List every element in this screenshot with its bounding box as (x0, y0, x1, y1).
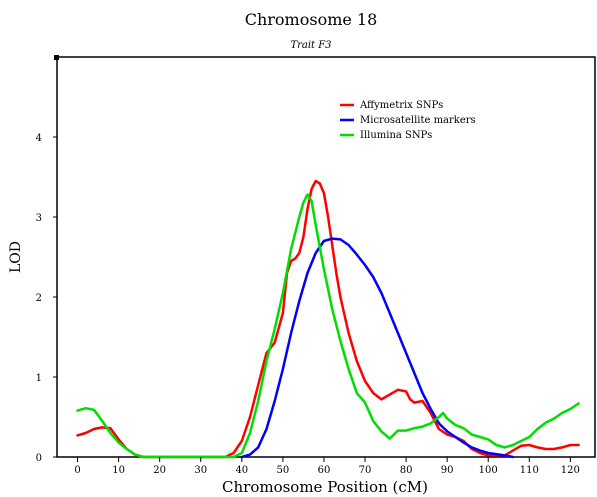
series-line (240, 237, 515, 459)
chart-title: Chromosome 18 (245, 10, 378, 29)
x-tick-label: 10 (112, 465, 125, 476)
y-tick-label: 3 (36, 213, 42, 224)
x-tick-label: 60 (318, 465, 331, 476)
x-tick-label: 100 (479, 465, 498, 476)
legend: Affymetrix SNPs Microsatellite markers Ill… (340, 100, 476, 141)
x-tick-label: 120 (561, 465, 580, 476)
series-line (76, 179, 580, 459)
x-tick-label: 40 (235, 465, 248, 476)
x-tick-label: 110 (520, 465, 539, 476)
y-tick-label: 1 (36, 373, 42, 384)
plot-frame (56, 56, 596, 458)
legend-label: Affymetrix SNPs (359, 100, 443, 111)
x-tick-label: 80 (400, 465, 413, 476)
x-tick-label: 30 (194, 465, 207, 476)
y-tick-label: 2 (36, 293, 42, 304)
x-tick-label: 70 (359, 465, 372, 476)
y-axis-label: LOD (8, 241, 24, 273)
legend-label: Microsatellite markers (360, 115, 476, 126)
y-tick-label: 4 (36, 133, 42, 144)
tick-layer: 0 10 20 30 40 50 60 70 80 90 100 110 120 0 1 2 3 4 (36, 133, 580, 476)
x-tick-label: 90 (441, 465, 454, 476)
x-axis-label: Chromosome Position (cM) (222, 478, 428, 496)
x-tick-label: 0 (74, 465, 80, 476)
series-layer (76, 179, 580, 459)
x-tick-label: 50 (277, 465, 290, 476)
legend-label: Illumina SNPs (360, 130, 432, 141)
top-left-corner-mark (54, 55, 59, 60)
x-tick-label: 20 (153, 465, 166, 476)
series-line (76, 193, 580, 459)
y-tick-label: 0 (36, 453, 42, 464)
chart-subtitle: Trait F3 (290, 40, 331, 51)
